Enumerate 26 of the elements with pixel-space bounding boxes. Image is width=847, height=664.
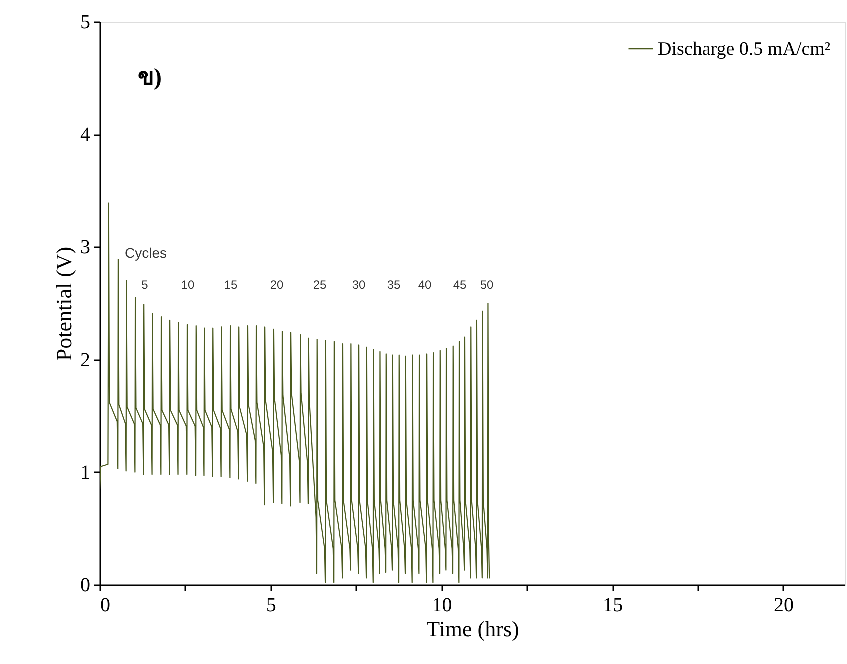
annotation: 35 <box>387 278 401 292</box>
annotation: 5 <box>142 278 149 292</box>
annotation: 20 <box>270 278 284 292</box>
x-tick-label: 10 <box>432 594 452 616</box>
annotation: 25 <box>313 278 327 292</box>
y-tick-label: 3 <box>80 236 90 259</box>
x-tick-label: 0 <box>100 594 110 616</box>
legend-label: Discharge 0.5 mA/cm² <box>658 39 831 60</box>
annotation: 40 <box>418 278 432 292</box>
x-tick-label: 15 <box>603 594 624 616</box>
annotation: 50 <box>480 278 494 292</box>
y-tick-label: 5 <box>80 12 90 34</box>
y-tick-label: 0 <box>80 574 90 596</box>
annotation: Cycles <box>124 245 168 261</box>
x-tick-label: 20 <box>774 594 794 616</box>
x-axis-title: Time (hrs) <box>426 616 520 642</box>
y-tick-label: 1 <box>80 462 90 484</box>
annotation: ข) <box>138 65 162 91</box>
y-axis-title: Potential (V) <box>52 246 76 362</box>
annotation: 45 <box>453 278 467 292</box>
annotation: 30 <box>352 278 366 292</box>
y-tick-label: 2 <box>80 349 90 372</box>
y-tick-label: 4 <box>80 124 90 146</box>
x-tick-label: 5 <box>266 594 276 616</box>
annotation: 10 <box>181 278 195 292</box>
annotation: 15 <box>224 278 238 292</box>
